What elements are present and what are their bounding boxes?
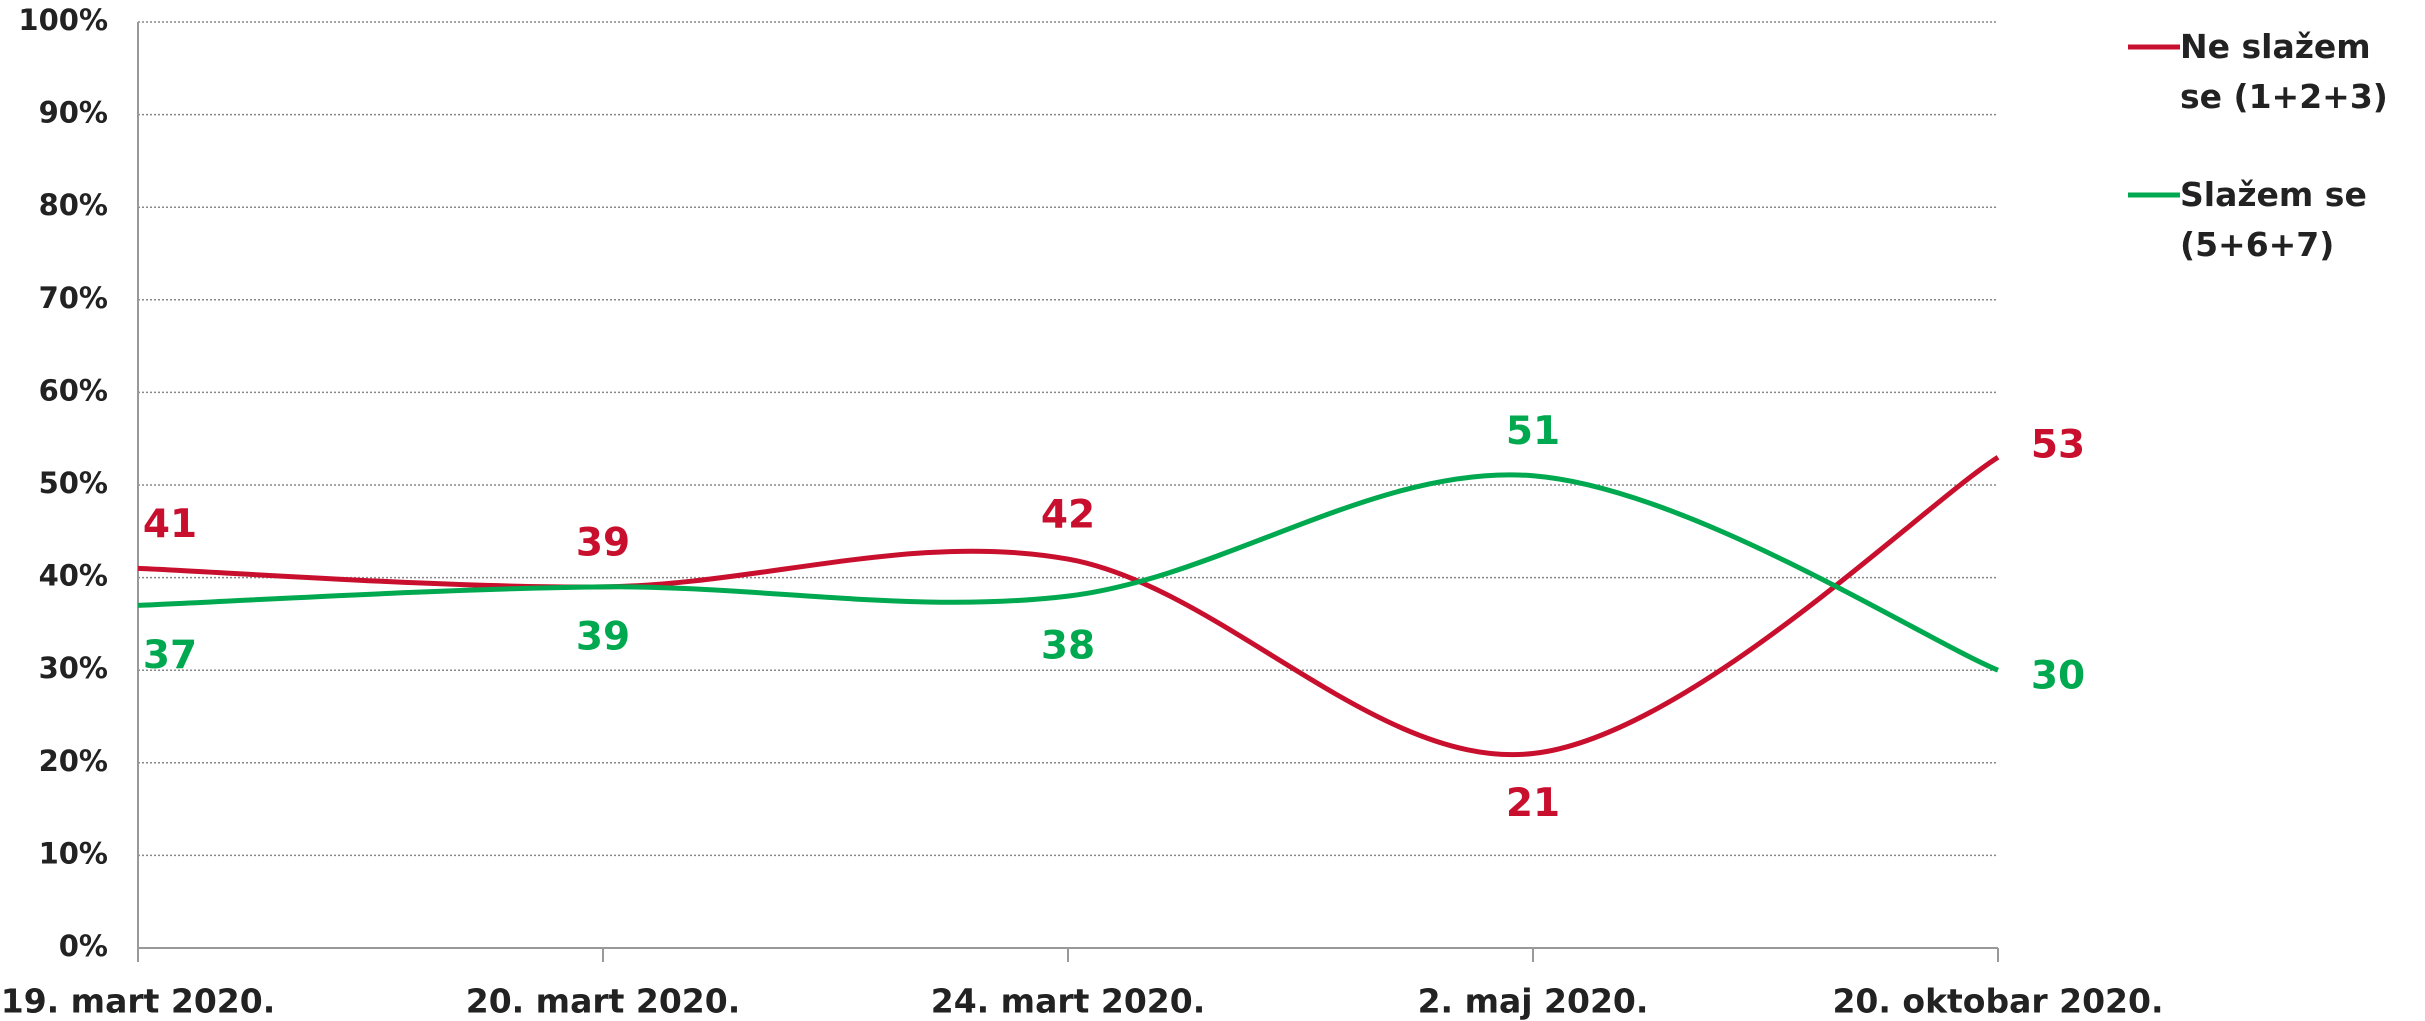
data-label: 42	[1041, 493, 1095, 538]
x-tick-label: 2. maj 2020.	[1418, 982, 1649, 1021]
y-tick-label: 30%	[39, 651, 108, 685]
series-line	[137, 472, 1999, 673]
x-tick-label: 20. oktobar 2020.	[1832, 982, 2163, 1021]
y-tick-label: 20%	[39, 744, 108, 778]
data-label: 30	[2031, 654, 2085, 699]
data-label: 21	[1506, 781, 1560, 826]
data-label: 51	[1506, 409, 1560, 454]
y-tick-label: 50%	[39, 466, 108, 500]
data-label: 37	[143, 633, 197, 678]
series-line	[137, 455, 2000, 758]
y-tick-label: 10%	[39, 836, 108, 870]
legend-label: Ne slažem se (1+2+3)	[2180, 27, 2388, 116]
y-tick-label: 70%	[39, 281, 108, 315]
y-tick-label: 80%	[39, 188, 108, 222]
y-tick-label: 90%	[39, 96, 108, 130]
data-label: 53	[2031, 423, 2085, 468]
x-tick-label: 20. mart 2020.	[466, 982, 741, 1021]
data-label: 39	[576, 520, 630, 565]
data-label: 39	[576, 614, 630, 659]
y-tick-label: 40%	[39, 559, 108, 593]
legend-label: Slažem se (5+6+7)	[2180, 175, 2367, 264]
x-tick-label: 24. mart 2020.	[931, 982, 1206, 1021]
y-tick-label: 60%	[39, 373, 108, 407]
x-tick-label: 19. mart 2020.	[1, 982, 276, 1021]
data-label: 38	[1041, 624, 1095, 669]
data-label: 41	[143, 502, 197, 547]
y-tick-label: 0%	[59, 929, 108, 963]
y-tick-label: 100%	[18, 3, 108, 37]
